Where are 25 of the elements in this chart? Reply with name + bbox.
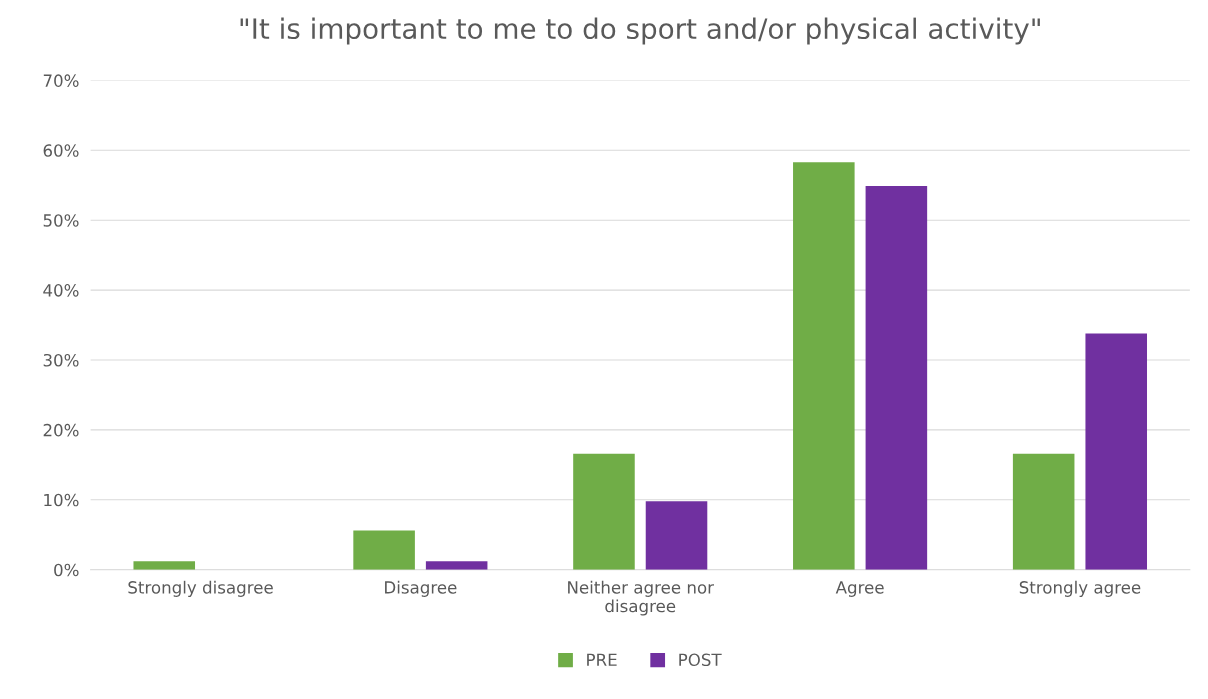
y-tick-label: 20%: [43, 423, 79, 437]
y-tick-label: 30%: [43, 353, 79, 367]
x-tick-label: Strongly agree: [1019, 580, 1141, 597]
y-tick-label: 0%: [54, 563, 79, 577]
y-tick-label: 50%: [43, 214, 79, 227]
chart-title: "It is important to me to do sport and/or physical activity": [240, 17, 1040, 45]
bar: [425, 561, 488, 570]
legend-label: PRE: [587, 653, 617, 666]
y-tick-label: 70%: [43, 74, 79, 87]
y-tick-label: 40%: [43, 284, 79, 297]
bar: [133, 561, 196, 570]
x-tick-label: Strongly disagree: [128, 580, 273, 597]
x-tick-label: Disagree: [385, 580, 457, 597]
bar: [793, 162, 855, 570]
bar: [1012, 453, 1075, 570]
bar: [1085, 333, 1148, 570]
y-tick-label: 10%: [44, 493, 79, 507]
x-tick-label: Neither agree nor disagree: [568, 580, 715, 616]
y-tick-label: 60%: [43, 144, 79, 157]
bar: [573, 453, 635, 570]
bar: [645, 501, 708, 570]
bar: [353, 530, 415, 570]
x-tick-label: Agree: [835, 581, 884, 597]
legend-label: POST: [679, 653, 722, 667]
bar: [865, 185, 928, 570]
